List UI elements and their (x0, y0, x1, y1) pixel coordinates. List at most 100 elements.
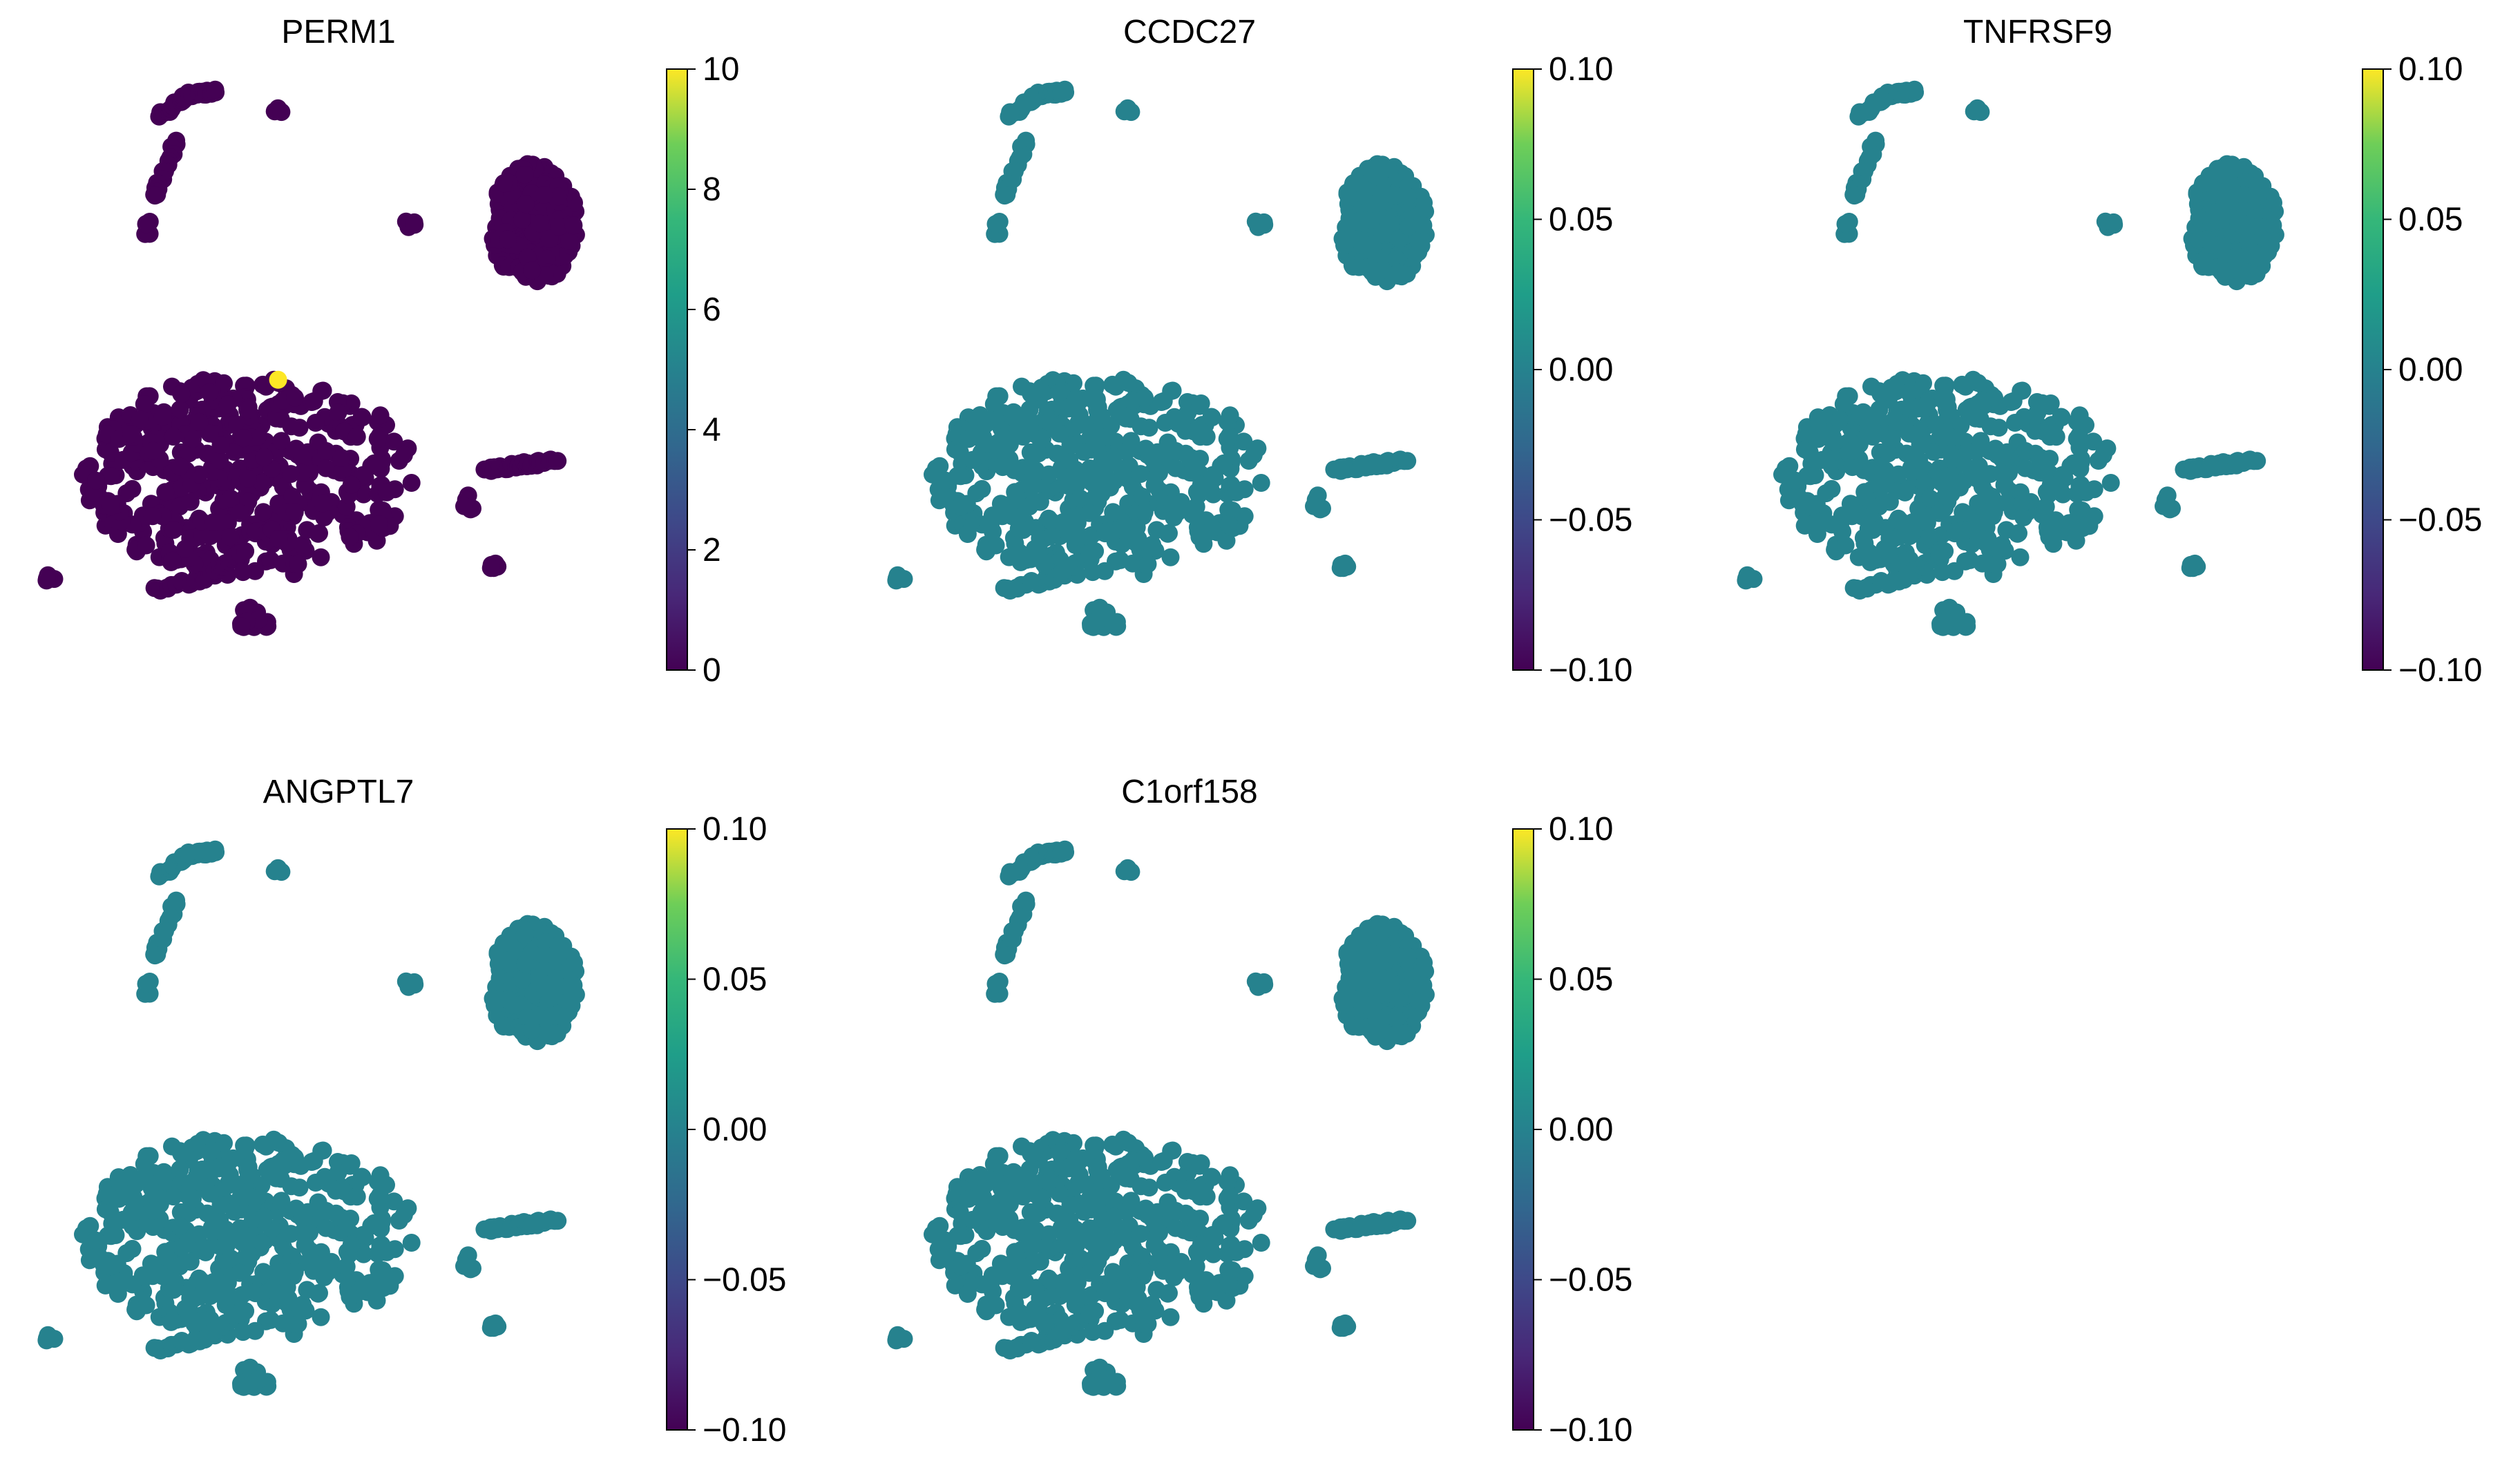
cell-point (530, 974, 548, 993)
cell-point (306, 414, 325, 432)
cell-point (2229, 214, 2248, 233)
cell-point (2032, 462, 2051, 481)
cell-point (1920, 528, 1939, 546)
cell-point (1138, 1315, 1157, 1333)
cell-point (102, 1257, 120, 1275)
panel-title: PERM1 (281, 14, 395, 50)
cell-point (184, 430, 202, 448)
cell-point (269, 1290, 288, 1308)
cell-point (2040, 528, 2059, 546)
colorbar-tick-label: 0.00 (703, 1111, 767, 1148)
cell-point (455, 1257, 473, 1275)
cell-point (1399, 187, 1418, 206)
cell-point (2237, 249, 2255, 268)
cell-point (1992, 449, 2011, 468)
scatter-points (1737, 80, 2284, 636)
cell-point (218, 395, 237, 414)
cell-point (131, 1170, 149, 1189)
cell-point (298, 521, 316, 540)
cell-point (255, 1208, 274, 1226)
cell-point (1365, 926, 1384, 944)
cell-point (971, 1185, 990, 1203)
scatter-points (37, 840, 585, 1396)
cell-point (560, 991, 579, 1010)
cell-point (1088, 1229, 1107, 1248)
cell-point (368, 1190, 387, 1208)
cell-point (289, 555, 307, 573)
cell-point (560, 231, 579, 250)
cell-point (221, 1288, 240, 1306)
cell-point (1056, 840, 1074, 859)
cell-point (2064, 454, 2083, 472)
colorbar: −0.10−0.050.000.050.10 (1512, 51, 1632, 689)
cell-point (394, 1205, 413, 1224)
cell-point (1102, 473, 1121, 492)
cell-point (1219, 1275, 1238, 1294)
cell-point (1136, 1148, 1154, 1167)
cell-point (402, 474, 421, 492)
panel-title: ANGPTL7 (263, 774, 414, 810)
cell-point (143, 507, 162, 526)
cell-point (1972, 432, 1990, 450)
cell-point (1938, 401, 1956, 419)
cell-point (221, 528, 240, 546)
cell-point (190, 412, 209, 431)
cell-point (269, 530, 288, 548)
cell-point (332, 1208, 351, 1227)
cell-point (1031, 493, 1049, 511)
cell-point (1143, 535, 1162, 554)
cell-point (234, 429, 253, 448)
cell-point (1071, 528, 1089, 546)
cell-point (1218, 430, 1237, 448)
cell-point (211, 436, 230, 454)
cell-point (986, 215, 1005, 233)
colorbar-gradient (1512, 828, 1534, 1431)
cell-point (1954, 503, 1972, 522)
cell-point (1786, 471, 1804, 490)
cell-point (368, 430, 387, 448)
cell-point (225, 1203, 244, 1221)
cell-point (305, 1152, 323, 1170)
cell-point (374, 502, 392, 519)
cell-point (385, 1192, 403, 1211)
cell-point (255, 448, 274, 466)
cell-point (370, 1275, 388, 1294)
cell-point (377, 1243, 396, 1261)
cell-point (1904, 513, 1922, 531)
cell-point (1348, 990, 1366, 1009)
cell-point (1344, 174, 1363, 193)
cell-point (1006, 483, 1024, 502)
cell-point (523, 1021, 542, 1040)
cell-point (1105, 1208, 1123, 1226)
cell-point (1398, 1212, 1417, 1230)
cell-point (1167, 441, 1185, 460)
cell-point (315, 508, 334, 526)
cell-point (1905, 80, 1924, 99)
cell-point (513, 210, 531, 229)
cell-point (1192, 475, 1210, 494)
cell-point (1988, 555, 2007, 573)
cell-point (2212, 210, 2231, 229)
colorbar-tick-label: 0.05 (2398, 202, 2463, 238)
cell-point (549, 947, 568, 966)
cell-point (2084, 432, 2103, 451)
cell-point (1910, 451, 1929, 470)
colorbar-tick-label: 0.00 (1549, 1111, 1613, 1148)
cell-point (1821, 425, 1840, 443)
colorbar-tick-label: 6 (703, 292, 721, 328)
cell-point (1223, 502, 1241, 519)
cell-point (1331, 1319, 1350, 1337)
cell-point (2077, 483, 2095, 502)
cell-point (1366, 955, 1384, 973)
cell-point (234, 1189, 253, 1208)
cell-point (495, 174, 513, 193)
colorbar-tick-label: −0.05 (2398, 502, 2482, 539)
cell-point (2264, 216, 2282, 235)
cell-point (294, 535, 312, 554)
cell-point (238, 1161, 257, 1179)
cell-point (137, 1296, 155, 1315)
cell-point (1166, 459, 1185, 477)
panel-ccdc27: CCDC27 −0.10−0.050.000.050.10 (887, 14, 1632, 689)
cell-point (1147, 1281, 1166, 1299)
cell-point (377, 483, 396, 502)
